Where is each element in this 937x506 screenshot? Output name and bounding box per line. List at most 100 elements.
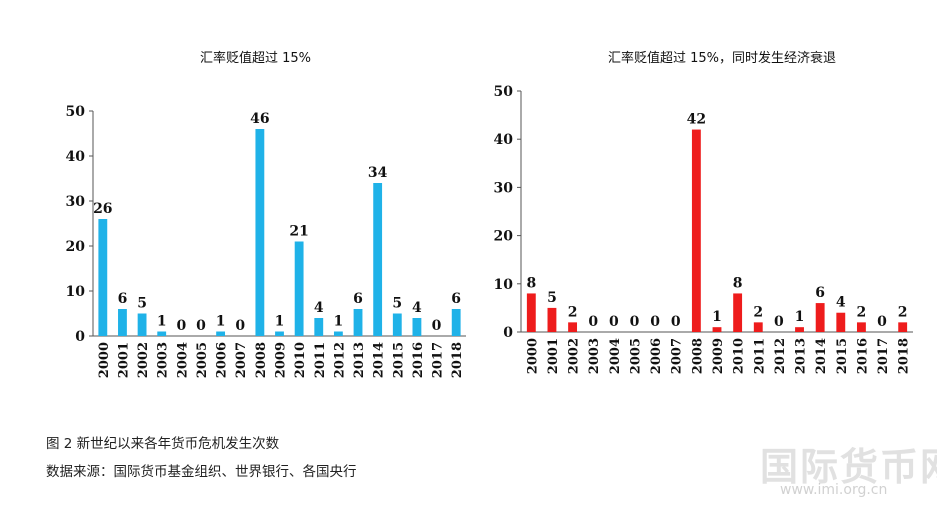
x-tick-label-2000: 2000 [97, 342, 112, 378]
bar-2003 [157, 331, 167, 336]
x-tick-label-2004: 2004 [608, 338, 623, 374]
data-label-2005: 0 [630, 314, 640, 330]
x-tick-label-2001: 2001 [546, 338, 561, 374]
data-label-2006: 0 [650, 314, 660, 330]
x-tick-label-2008: 2008 [254, 342, 269, 378]
y-tick-label: 0 [503, 325, 513, 341]
data-label-2013: 6 [353, 291, 363, 307]
x-tick-label-2017: 2017 [876, 338, 891, 374]
x-tick-label-2017: 2017 [431, 342, 446, 378]
x-tick-label-2016: 2016 [411, 342, 426, 378]
bar-2011 [314, 318, 324, 336]
y-tick-label: 0 [75, 329, 85, 345]
data-label-2017: 0 [432, 318, 442, 334]
data-label-2009: 1 [275, 314, 285, 330]
data-label-2001: 5 [547, 290, 557, 306]
y-tick-label: 30 [494, 180, 514, 196]
bar-2013 [795, 327, 804, 332]
x-tick-label-2015: 2015 [391, 342, 406, 378]
x-tick-label-2012: 2012 [332, 342, 347, 378]
bar-2008 [255, 129, 265, 336]
bar-2018 [451, 309, 461, 336]
bar-2009 [712, 327, 722, 332]
x-tick-label-2003: 2003 [587, 338, 602, 374]
data-label-2004: 0 [176, 318, 186, 334]
data-label-2018: 6 [451, 291, 461, 307]
bar-2010 [294, 241, 304, 336]
y-tick-label: 10 [66, 284, 86, 300]
bar-2015 [836, 312, 846, 332]
x-tick-label-2008: 2008 [690, 338, 705, 374]
bar-2002 [137, 313, 147, 336]
x-tick-label-2009: 2009 [274, 342, 289, 378]
bar-2008 [691, 129, 701, 332]
x-tick-label-2007: 2007 [670, 338, 685, 374]
bar-2016 [856, 322, 866, 332]
y-tick-label: 50 [494, 84, 514, 100]
x-tick-label-2013: 2013 [794, 338, 809, 374]
x-tick-label-2000: 2000 [525, 338, 540, 374]
data-label-2015: 5 [392, 296, 402, 312]
data-label-2012: 1 [334, 314, 344, 330]
data-label-2007: 0 [235, 318, 245, 334]
data-label-2008: 46 [250, 111, 269, 127]
y-tick-label: 50 [66, 104, 86, 120]
data-label-2004: 0 [609, 314, 619, 330]
watermark-url: www.imi.org.cn [780, 482, 888, 498]
x-tick-label-2004: 2004 [175, 342, 190, 378]
bar-2000 [526, 293, 536, 332]
bar-2013 [353, 309, 363, 336]
x-tick-label-2002: 2002 [567, 338, 582, 374]
x-tick-label-2015: 2015 [835, 338, 850, 374]
chart-1-title: 汇率贬值超过 15% [200, 51, 312, 66]
data-label-2015: 4 [836, 295, 846, 311]
x-tick-label-2010: 2010 [732, 338, 747, 374]
figure-caption: 图 2 新世纪以来各年货币危机发生次数 [46, 436, 280, 452]
bar-2011 [753, 322, 763, 332]
chart-2-title: 汇率贬值超过 15%，同时发生经济衰退 [608, 51, 837, 66]
x-tick-label-2003: 2003 [156, 342, 171, 378]
data-label-2002: 5 [137, 296, 147, 312]
bar-2001 [547, 307, 557, 332]
data-label-2014: 34 [368, 165, 388, 181]
bar-2016 [412, 318, 422, 336]
x-tick-label-2010: 2010 [293, 342, 308, 378]
x-tick-label-2011: 2011 [313, 342, 328, 378]
data-label-2005: 0 [196, 318, 206, 334]
x-tick-label-2009: 2009 [711, 338, 726, 374]
data-label-2016: 2 [857, 304, 867, 320]
x-tick-label-2006: 2006 [649, 338, 664, 374]
data-label-2016: 4 [412, 300, 422, 316]
data-label-2009: 1 [712, 309, 722, 325]
bar-2012 [333, 331, 343, 336]
bar-2009 [275, 331, 284, 336]
bar-2000 [98, 219, 108, 336]
data-label-2007: 0 [671, 314, 681, 330]
x-tick-label-2014: 2014 [814, 338, 829, 374]
data-source: 数据来源：国际货币基金组织、世界银行、各国央行 [46, 464, 357, 480]
x-tick-label-2016: 2016 [855, 338, 870, 374]
x-tick-label-2011: 2011 [752, 338, 767, 374]
data-label-2013: 1 [795, 309, 805, 325]
data-label-2014: 6 [815, 285, 825, 301]
x-tick-label-2005: 2005 [628, 338, 643, 374]
bar-2010 [733, 293, 743, 332]
data-label-2000: 8 [526, 275, 536, 291]
data-label-2006: 1 [216, 314, 226, 330]
y-tick-label: 20 [494, 229, 514, 245]
data-label-2017: 0 [877, 314, 887, 330]
x-tick-label-2001: 2001 [116, 342, 131, 378]
data-label-2001: 6 [118, 291, 128, 307]
bar-2018 [898, 322, 908, 332]
y-tick-label: 10 [494, 277, 514, 293]
bar-2014 [815, 303, 825, 332]
bar-2006 [216, 331, 226, 336]
data-label-2010: 8 [733, 275, 743, 291]
data-label-2010: 21 [289, 224, 308, 240]
data-label-2011: 2 [753, 304, 763, 320]
x-tick-label-2012: 2012 [773, 338, 788, 374]
data-label-2008: 42 [687, 112, 706, 128]
x-tick-label-2007: 2007 [234, 342, 249, 378]
